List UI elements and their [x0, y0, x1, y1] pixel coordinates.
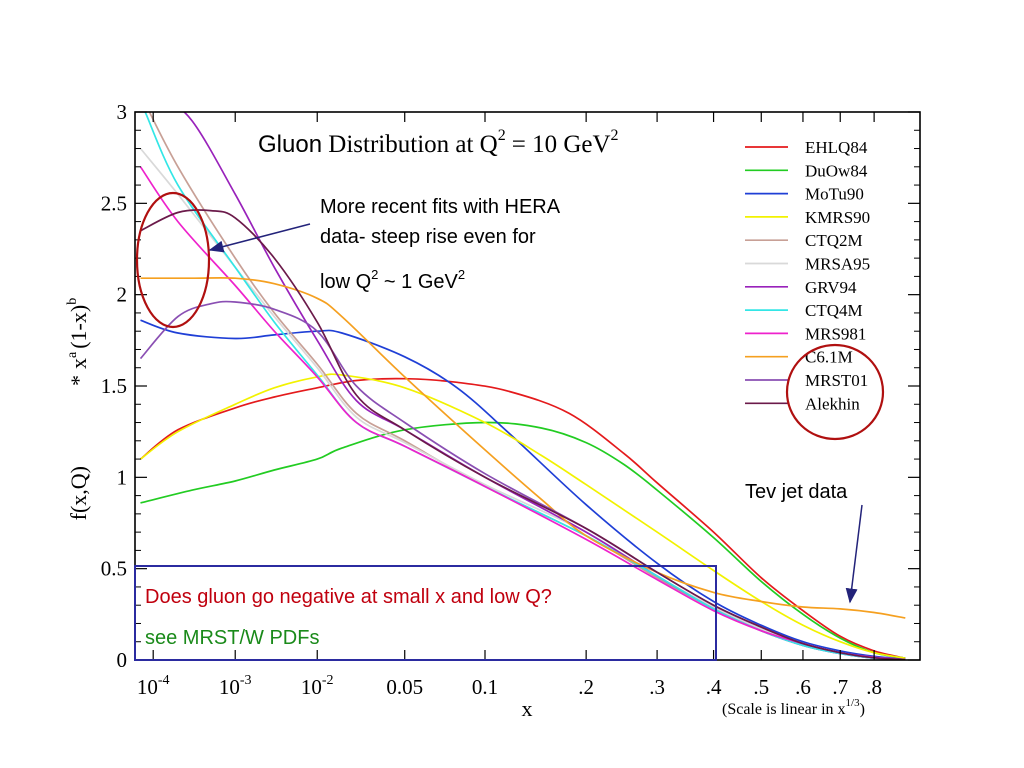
question-box	[134, 565, 717, 661]
series-line-kmrs90	[139, 373, 906, 660]
x-axis-label: x	[522, 696, 533, 721]
x-scale-note: (Scale is linear in x1/3)	[722, 697, 865, 718]
series-line-c6-1m	[140, 276, 906, 619]
legend-label: EHLQ84	[805, 138, 868, 157]
x-tick-label: .3	[649, 675, 665, 699]
hera-arrow	[208, 223, 311, 253]
hera-note-line3: low Q2 ~ 1 GeV2	[320, 267, 465, 293]
series-curves	[139, 112, 906, 660]
y-tick-label: 0	[117, 648, 128, 672]
x-tick-label: 0.1	[472, 675, 498, 699]
y-tick-label: 2	[117, 283, 128, 307]
legend-highlight-ellipse	[785, 343, 885, 441]
tev-arrow	[845, 504, 863, 604]
legend: EHLQ84 DuOw84 MoTu90 KMRS90 CTQ2M MRSA95 GRV94…	[745, 138, 870, 413]
legend-label: MoTu90	[805, 185, 864, 204]
y-axis-ticks: 0 0.5 1 1.5 2 2.5 3	[101, 100, 920, 672]
see-mrst-note: see MRST/W PDFs	[145, 627, 319, 649]
hera-note-line2: data- steep rise even for	[320, 226, 536, 248]
y-tick-label: 3	[117, 100, 128, 124]
legend-label: MRSA95	[805, 255, 870, 274]
y-axis-label-upper: *xa(1-x)b	[65, 298, 91, 386]
x-tick-label: 0.05	[386, 675, 423, 699]
low-x-highlight-ellipse	[135, 191, 211, 329]
series-line-duow84	[140, 421, 906, 660]
chart-title: Gluon Distribution at Q2 = 10 GeV2	[258, 127, 619, 158]
y-tick-label: 0.5	[101, 557, 127, 581]
tev-jet-note: Tev jet data	[745, 481, 848, 503]
y-axis-label: f(x,Q) *xa(1-x)b	[65, 298, 91, 521]
x-tick-label: .6	[795, 675, 811, 699]
x-tick-label: .7	[832, 675, 848, 699]
plot-frame	[134, 111, 921, 661]
x-tick-label: .8	[866, 675, 882, 699]
y-tick-label: 2.5	[101, 191, 127, 215]
legend-label: DuOw84	[805, 161, 868, 180]
hera-note-line1: More recent fits with HERA	[320, 196, 561, 218]
legend-label: KMRS90	[805, 208, 870, 227]
legend-label: CTQ2M	[805, 231, 863, 250]
legend-label: MRS981	[805, 324, 866, 343]
x-tick-label: 10-3	[219, 673, 252, 699]
x-tick-label: .4	[706, 675, 722, 699]
series-line-ehlq84	[139, 377, 906, 660]
x-axis-ticks: 10-4 10-3 10-2 0.05 0.1 .2 .3 .4 .5 .6 .7 .8	[137, 112, 882, 699]
legend-label: MRST01	[805, 371, 868, 390]
x-tick-label: .5	[753, 675, 769, 699]
x-tick-label: 10-4	[137, 673, 170, 699]
legend-label: CTQ4M	[805, 301, 863, 320]
x-tick-label: .2	[578, 675, 594, 699]
legend-label: C6.1M	[805, 348, 853, 367]
series-line-grv94	[183, 112, 906, 660]
series-line-alekhin	[140, 209, 906, 660]
legend-label: Alekhin	[805, 394, 860, 413]
series-line-ctq4m	[144, 112, 906, 660]
negative-gluon-question: Does gluon go negative at small x and lo…	[145, 586, 552, 608]
y-tick-label: 1	[117, 465, 128, 489]
y-axis-label-lower: f(x,Q)	[66, 466, 91, 520]
legend-label: GRV94	[805, 278, 857, 297]
x-tick-label: 10-2	[301, 673, 334, 699]
y-tick-label: 1.5	[101, 374, 127, 398]
